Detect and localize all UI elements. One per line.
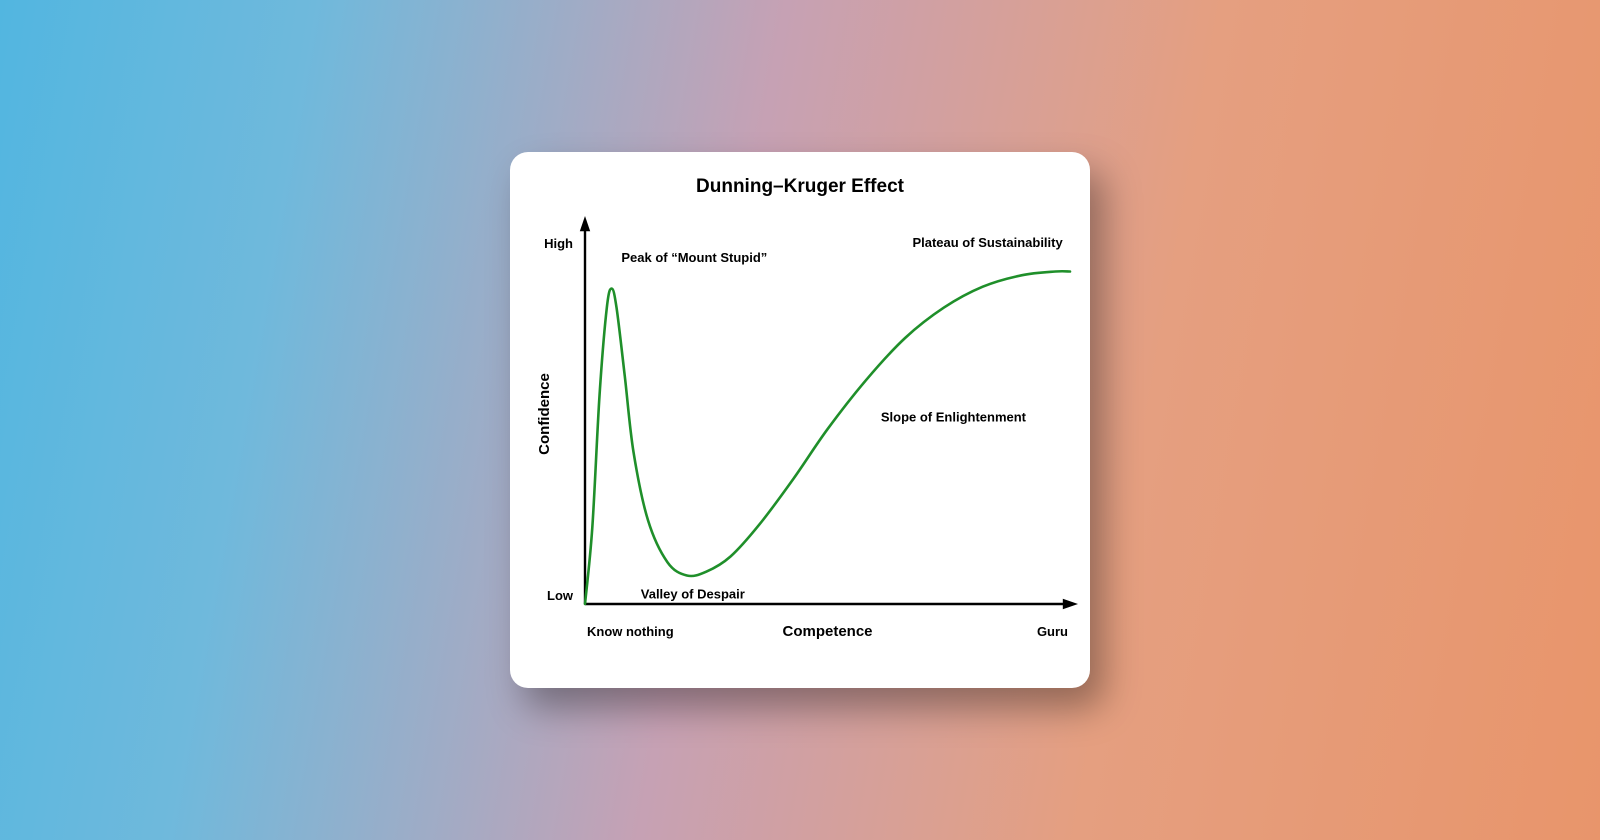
- annotations-group: Peak of “Mount Stupid” Valley of Despair S…: [621, 235, 1063, 602]
- y-tick-high: High: [544, 236, 573, 251]
- y-axis-label: Confidence: [536, 373, 553, 455]
- x-axis-label: Competence: [782, 623, 872, 640]
- annotation-slope: Slope of Enlightenment: [881, 410, 1027, 425]
- confidence-curve: [585, 271, 1070, 604]
- dunning-kruger-chart: Dunning–Kruger Effect Confidence Compete…: [510, 152, 1090, 688]
- annotation-peak: Peak of “Mount Stupid”: [621, 250, 767, 265]
- y-axis-arrowhead-icon: [580, 216, 590, 231]
- chart-title: Dunning–Kruger Effect: [696, 176, 905, 197]
- annotation-plateau: Plateau of Sustainability: [912, 235, 1063, 250]
- page-background: Dunning–Kruger Effect Confidence Compete…: [0, 0, 1600, 840]
- chart-card: Dunning–Kruger Effect Confidence Compete…: [510, 152, 1090, 688]
- annotation-valley: Valley of Despair: [641, 586, 745, 601]
- x-tick-low: Know nothing: [587, 624, 674, 639]
- x-axis-arrowhead-icon: [1063, 599, 1078, 609]
- y-tick-low: Low: [547, 588, 574, 603]
- x-tick-high: Guru: [1037, 624, 1068, 639]
